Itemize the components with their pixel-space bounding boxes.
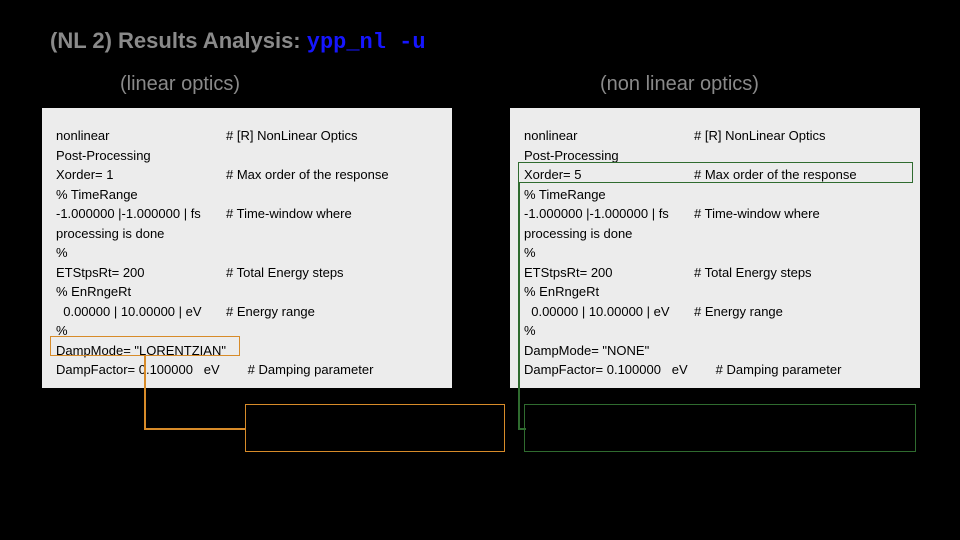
code-line: Xorder= 1# Max order of the response — [56, 165, 438, 185]
code-line-left: processing is done — [524, 224, 694, 244]
subtitle-nonlinear: (non linear optics) — [600, 73, 759, 96]
conn-green-v — [518, 183, 520, 428]
code-line: ETStpsRt= 200# Total Energy steps — [524, 263, 906, 283]
code-line: % TimeRange — [524, 185, 906, 205]
code-line-left: % TimeRange — [56, 185, 226, 205]
code-line: % TimeRange — [56, 185, 438, 205]
conn-green-h — [518, 428, 526, 430]
code-line-left: % — [524, 243, 694, 263]
code-line-right: # Energy range — [694, 304, 783, 319]
subtitle-linear: (linear optics) — [120, 73, 240, 96]
code-line: % — [524, 243, 906, 263]
code-line-left: % — [56, 243, 226, 263]
code-line-left: % EnRngeRt — [524, 282, 694, 302]
code-line: DampMode= "NONE" — [524, 341, 906, 361]
code-line: DampFactor= 0.100000 eV # Damping parame… — [56, 360, 438, 380]
code-line-right: # Time-window where — [694, 206, 820, 221]
code-line-right: # Damping parameter — [694, 362, 841, 377]
code-line: Xorder= 5# Max order of the response — [524, 165, 906, 185]
code-line-left: 0.00000 | 10.00000 | eV — [524, 302, 694, 322]
code-line: 0.00000 | 10.00000 | eV# Energy range — [524, 302, 906, 322]
code-line-left: DampFactor= 0.100000 eV — [56, 360, 226, 380]
code-line-left: % TimeRange — [524, 185, 694, 205]
title-prefix: (NL 2) Results Analysis: — [50, 28, 307, 53]
code-line: -1.000000 |-1.000000 | fs# Time-window w… — [56, 204, 438, 224]
code-panel-linear: nonlinear# [R] NonLinear OpticsPost-Proc… — [42, 108, 452, 388]
box-orange — [245, 404, 505, 452]
code-line: % — [524, 321, 906, 341]
code-line-left: % — [524, 321, 694, 341]
code-line-left: % — [56, 321, 226, 341]
code-line-left: DampMode= "LORENTZIAN" — [56, 341, 226, 361]
code-line-right: # [R] NonLinear Optics — [694, 128, 826, 143]
code-line-left: Post-Processing — [56, 146, 226, 166]
code-line-left: -1.000000 |-1.000000 | fs — [524, 204, 694, 224]
code-line-left: DampFactor= 0.100000 eV — [524, 360, 694, 380]
code-line-left: Post-Processing — [524, 146, 694, 166]
code-line-right: # Max order of the response — [226, 167, 389, 182]
code-line-left: ETStpsRt= 200 — [524, 263, 694, 283]
code-line: 0.00000 | 10.00000 | eV# Energy range — [56, 302, 438, 322]
code-line-left: processing is done — [56, 224, 226, 244]
code-line: % — [56, 243, 438, 263]
code-line: nonlinear# [R] NonLinear Optics — [524, 126, 906, 146]
code-line-left: ETStpsRt= 200 — [56, 263, 226, 283]
code-line: DampFactor= 0.100000 eV # Damping parame… — [524, 360, 906, 380]
code-line-right: # Total Energy steps — [226, 265, 344, 280]
code-line: ETStpsRt= 200# Total Energy steps — [56, 263, 438, 283]
code-line: DampMode= "LORENTZIAN" — [56, 341, 438, 361]
conn-orange-h — [144, 428, 245, 430]
code-line-right: # Damping parameter — [226, 362, 373, 377]
code-line: -1.000000 |-1.000000 | fs# Time-window w… — [524, 204, 906, 224]
title-command: ypp_nl -u — [307, 30, 426, 55]
code-line-left: % EnRngeRt — [56, 282, 226, 302]
page-title: (NL 2) Results Analysis: ypp_nl -u — [50, 28, 426, 55]
code-line-left: -1.000000 |-1.000000 | fs — [56, 204, 226, 224]
code-line-left: nonlinear — [524, 126, 694, 146]
code-line: % EnRngeRt — [56, 282, 438, 302]
code-line-right: # Time-window where — [226, 206, 352, 221]
code-line-left: Xorder= 1 — [56, 165, 226, 185]
code-line-right: # Max order of the response — [694, 167, 857, 182]
code-line: nonlinear# [R] NonLinear Optics — [56, 126, 438, 146]
code-line-right: # Total Energy steps — [694, 265, 812, 280]
code-line-right: # [R] NonLinear Optics — [226, 128, 358, 143]
box-green — [524, 404, 916, 452]
code-line: Post-Processing — [524, 146, 906, 166]
conn-orange-v — [144, 356, 146, 428]
code-line: processing is done — [524, 224, 906, 244]
code-line-left: Xorder= 5 — [524, 165, 694, 185]
code-line-left: DampMode= "NONE" — [524, 341, 694, 361]
code-line-left: 0.00000 | 10.00000 | eV — [56, 302, 226, 322]
code-panel-nonlinear: nonlinear# [R] NonLinear OpticsPost-Proc… — [510, 108, 920, 388]
code-line-left: nonlinear — [56, 126, 226, 146]
code-line-right: # Energy range — [226, 304, 315, 319]
code-line: % EnRngeRt — [524, 282, 906, 302]
code-line: % — [56, 321, 438, 341]
code-line: processing is done — [56, 224, 438, 244]
code-line: Post-Processing — [56, 146, 438, 166]
